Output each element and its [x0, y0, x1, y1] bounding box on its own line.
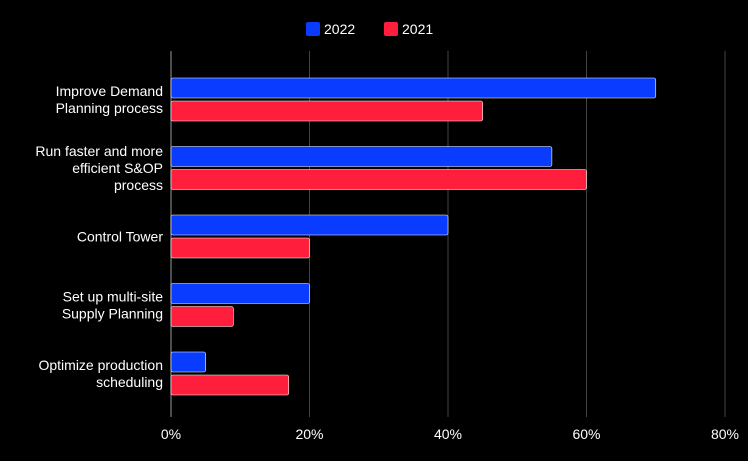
- legend: 2022 2021: [306, 21, 433, 37]
- category-label: Control Tower: [77, 229, 163, 245]
- legend-label: 2021: [402, 21, 433, 37]
- bars: [170, 77, 657, 396]
- x-tick-label: 40%: [434, 426, 462, 442]
- x-tick-label: 60%: [572, 426, 600, 442]
- x-tick-label: 20%: [295, 426, 323, 442]
- category-label: Run faster and more efficient S&OP process: [35, 143, 163, 193]
- x-tick-label: 80%: [711, 426, 739, 442]
- bar-2021-4: [170, 374, 290, 396]
- bar-2021-1: [170, 169, 587, 190]
- bar-2022-0: [170, 77, 657, 99]
- bar-2022-3: [170, 283, 310, 304]
- bar-2022-1: [170, 146, 553, 167]
- bar-2021-0: [170, 100, 483, 122]
- bar-2022-4: [170, 351, 206, 373]
- x-tick-label: 0%: [161, 426, 181, 442]
- legend-swatch: [384, 22, 398, 36]
- bar-2021-2: [170, 237, 310, 259]
- legend-swatch: [306, 22, 320, 36]
- category-labels: Improve Demand Planning process Run faster…: [35, 83, 163, 390]
- bar-2021-3: [170, 306, 234, 327]
- category-label: Set up multi-site Supply Planning: [62, 289, 163, 322]
- category-label: Optimize production scheduling: [38, 357, 163, 390]
- bar-2022-2: [170, 214, 449, 236]
- category-label: Improve Demand Planning process: [56, 83, 163, 116]
- legend-label: 2022: [324, 21, 355, 37]
- x-tick-labels: 0% 20% 40% 60% 80%: [161, 426, 739, 442]
